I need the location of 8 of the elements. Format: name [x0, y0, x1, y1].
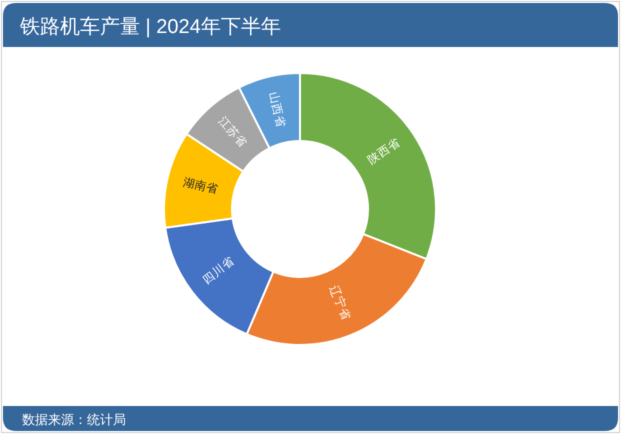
source-note: 数据来源：统计局 [22, 412, 126, 427]
slice-label: 四川省 [201, 255, 237, 287]
slice-label: 陕西省 [366, 136, 403, 167]
slice-label: 辽宁省 [326, 284, 352, 322]
slice-label: 山西省 [266, 90, 286, 129]
slice-label: 湖南省 [182, 176, 220, 196]
slice-label: 江苏省 [216, 115, 249, 150]
chart-title: 铁路机车产量 | 2024年下半年 [20, 16, 281, 38]
